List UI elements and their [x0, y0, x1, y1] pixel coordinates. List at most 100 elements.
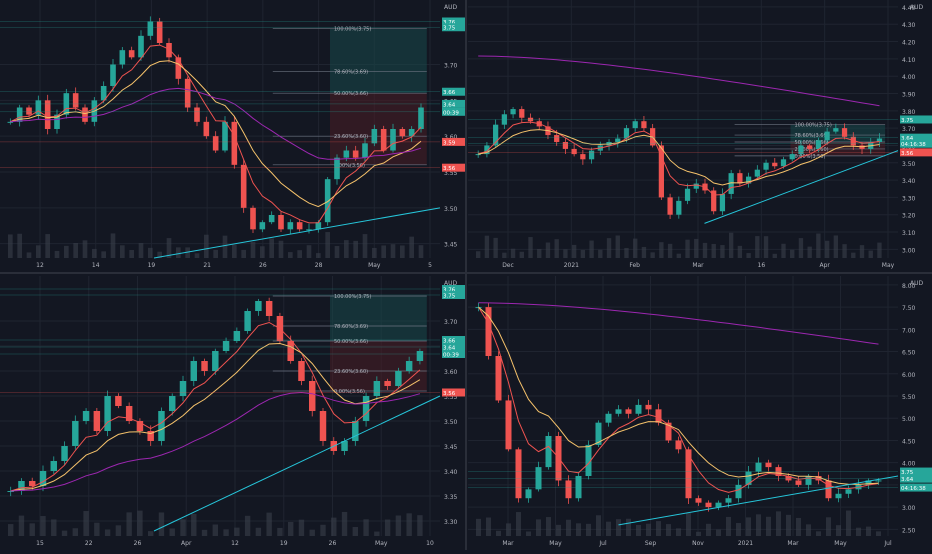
y-tick-label: 3.30 — [902, 195, 916, 202]
volume-bar — [866, 527, 871, 536]
volume-bar — [30, 523, 35, 536]
candle-body — [260, 222, 266, 229]
volume-bar — [105, 529, 110, 536]
x-tick-label: Mar — [502, 540, 514, 547]
candle-body — [334, 158, 340, 180]
volume-bar — [726, 517, 731, 536]
x-tick-label: May — [882, 262, 895, 269]
candle-body — [176, 57, 182, 78]
volume-bar — [555, 239, 559, 258]
volume-bar — [170, 528, 175, 536]
candle-body — [781, 159, 786, 166]
currency-label: AUD — [910, 280, 923, 287]
candle-body — [496, 356, 502, 400]
fib-zone-upper — [330, 29, 427, 94]
x-tick-label: 21 — [203, 262, 211, 269]
volume-bar — [596, 515, 601, 536]
y-tick-label: 5.50 — [902, 394, 916, 401]
y-tick-label: 7.50 — [902, 305, 916, 312]
volume-bar — [486, 517, 491, 536]
price-tag-label: 3.75 — [443, 26, 456, 32]
volume-bar — [325, 232, 330, 258]
candle-body — [374, 381, 380, 396]
candle-body — [506, 400, 512, 449]
y-tick-label: 3.70 — [444, 63, 458, 70]
x-tick-label: 10 — [426, 540, 434, 547]
candle-body — [726, 498, 732, 502]
candle-body — [344, 151, 350, 158]
volume-bar — [40, 516, 45, 536]
volume-bar — [51, 519, 56, 536]
x-tick-label: 12 — [231, 540, 239, 547]
candle-body — [816, 140, 821, 149]
volume-bar — [213, 525, 218, 536]
price-tag-label: 3.66 — [443, 90, 456, 96]
candle-body — [191, 361, 197, 381]
volume-bar — [8, 234, 13, 258]
candle-body — [213, 136, 219, 150]
x-tick-label: 14 — [92, 262, 100, 269]
y-tick-label: 2.50 — [902, 527, 916, 534]
volume-bar — [111, 233, 116, 258]
candle-body — [194, 108, 200, 122]
x-tick-label: 19 — [280, 540, 288, 547]
volume-bar — [846, 511, 851, 536]
volume-bar — [766, 517, 771, 536]
candle-body — [417, 351, 423, 361]
candle-body — [185, 79, 191, 108]
volume-bar — [344, 240, 349, 258]
volume-bar — [826, 517, 831, 536]
volume-bar — [45, 234, 50, 258]
volume-bar — [27, 252, 32, 258]
x-tick-label: 2021 — [564, 262, 579, 269]
candle-body — [138, 36, 144, 58]
candle-body — [255, 301, 261, 311]
candle-body — [73, 93, 79, 107]
x-tick-label: May — [368, 262, 381, 269]
volume-bar — [786, 515, 791, 536]
candle-body — [325, 179, 331, 222]
volume-bar — [606, 522, 611, 536]
candle-body — [580, 154, 585, 159]
price-tag-label: 3.64 — [443, 102, 456, 108]
candle-body — [606, 414, 612, 423]
candle-body — [667, 197, 672, 214]
volume-bar — [241, 250, 246, 258]
fib-level-label: 78.60%(3.69) — [334, 70, 368, 76]
volume-bar — [686, 513, 691, 536]
volume-bar — [876, 531, 881, 536]
price-tag-label: 3.64 — [901, 477, 914, 483]
volume-bar — [756, 514, 761, 536]
volume-bar — [223, 529, 228, 536]
candle-body — [129, 50, 135, 57]
candle-body — [636, 405, 642, 414]
candle-body — [696, 498, 702, 502]
volume-bar — [234, 528, 239, 536]
volume-bar — [202, 530, 207, 536]
volume-bar — [796, 518, 801, 536]
candle-body — [685, 189, 690, 201]
volume-bar — [677, 254, 681, 258]
volume-bar — [773, 254, 777, 258]
volume-bar — [269, 238, 274, 258]
volume-bar — [736, 523, 741, 536]
candle-body — [876, 480, 882, 481]
volume-bar — [842, 244, 846, 258]
candle-body — [646, 405, 652, 409]
candle-body — [406, 361, 412, 371]
candle-body — [201, 361, 207, 371]
x-tick-label: 28 — [315, 262, 323, 269]
y-tick-label: 4.00 — [902, 461, 916, 468]
volume-bar — [73, 243, 78, 258]
y-tick-label: 3.00 — [902, 505, 916, 512]
volume-bar — [320, 525, 325, 536]
volume-bar — [288, 522, 293, 536]
candle-body — [232, 122, 238, 165]
y-tick-label: 4.10 — [902, 57, 916, 64]
fib-level-label: 100.00%(3.75) — [795, 123, 832, 129]
price-tag-label: 3.75 — [443, 294, 456, 300]
y-tick-label: 4.50 — [902, 438, 916, 445]
y-tick-label: 3.00 — [902, 247, 916, 254]
volume-bar — [738, 246, 742, 258]
